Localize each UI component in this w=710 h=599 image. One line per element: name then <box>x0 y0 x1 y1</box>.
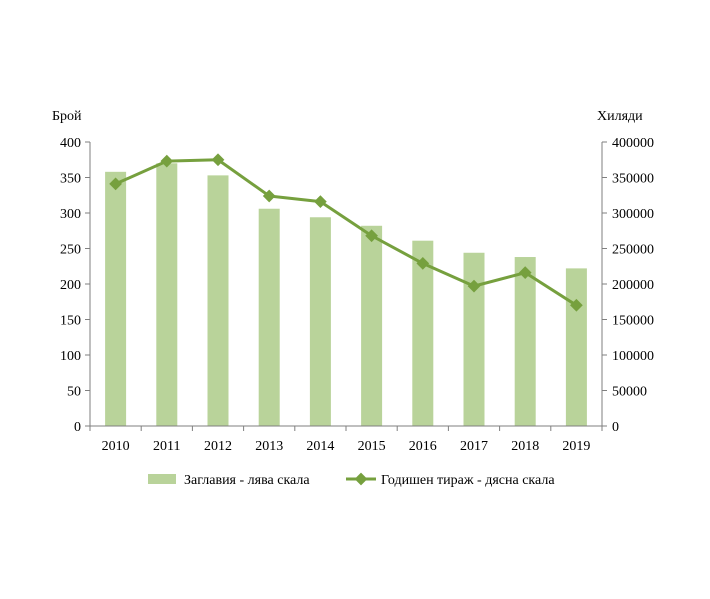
line-point-2015 <box>365 229 378 243</box>
bar-2012 <box>207 175 229 426</box>
x-tick-label-2019: 2019 <box>562 439 590 454</box>
bar-2017 <box>463 252 485 426</box>
line-point-2012 <box>211 153 225 167</box>
right-tick-label: 150000 <box>612 314 654 329</box>
left-tick-label: 350 <box>60 172 81 187</box>
bar-2019 <box>565 268 587 426</box>
legend-swatch-bar <box>148 474 176 484</box>
legend: Заглавия - лява скала Годишен тираж - дя… <box>148 472 555 488</box>
right-tick-label: 50000 <box>612 385 647 400</box>
right-tick-label: 200000 <box>612 278 654 293</box>
line-path <box>114 158 578 307</box>
line-series <box>109 153 583 312</box>
bar-2013 <box>258 208 280 426</box>
legend-label-bar: Заглавия - лява скала <box>184 473 310 488</box>
bar-2014 <box>309 217 331 426</box>
bar-2016 <box>412 240 434 426</box>
line-point-2011 <box>160 154 174 168</box>
right-tick-label: 0 <box>612 420 619 435</box>
bar-2010 <box>105 171 127 426</box>
left-tick-label: 400 <box>60 136 81 151</box>
line-point-2010 <box>109 177 122 191</box>
left-tick-label: 200 <box>60 278 81 293</box>
left-tick-label: 0 <box>74 420 81 435</box>
x-tick-label-2016: 2016 <box>409 439 437 454</box>
x-tick-label-2011: 2011 <box>153 439 180 454</box>
right-tick-label: 250000 <box>612 243 654 258</box>
x-tick-label-2014: 2014 <box>306 439 334 454</box>
right-axis-ticks: 0 50000 100000 150000 200000 250000 300000 3500… <box>612 136 654 435</box>
right-axis-title-text: Хиляди <box>597 109 643 124</box>
right-tick-label: 100000 <box>612 349 654 364</box>
right-tick-label: 300000 <box>612 207 654 222</box>
bar-2011 <box>156 163 178 427</box>
line-point-2013 <box>262 189 276 203</box>
x-tick-label-2017: 2017 <box>460 439 488 454</box>
left-axis-title-text: Брой <box>52 109 82 124</box>
left-tick-label: 50 <box>67 385 81 400</box>
x-axis-ticks: 2010 2011 2012 2013 2014 2015 2016 2017 2018 2019 <box>102 439 591 454</box>
left-tick-label: 100 <box>60 349 81 364</box>
x-tick-label-2015: 2015 <box>358 439 386 454</box>
x-tick-label-2010: 2010 <box>102 439 130 454</box>
x-tick-label-2018: 2018 <box>511 439 539 454</box>
bar-series <box>105 163 587 427</box>
line-point-2017 <box>467 279 481 293</box>
left-axis-title: Брой <box>52 109 82 124</box>
legend-label-line: Годишен тираж - дясна скала <box>381 473 555 488</box>
left-tick-label: 250 <box>60 243 81 258</box>
right-axis-title: Хиляди <box>597 109 643 124</box>
right-tick-label: 400000 <box>612 136 654 151</box>
bar-2015 <box>361 225 383 426</box>
x-tick-label-2012: 2012 <box>204 439 232 454</box>
x-tick-label-2013: 2013 <box>255 439 283 454</box>
bar-2018 <box>514 257 536 426</box>
left-axis-ticks: 0 50 100 150 200 250 300 350 400 <box>60 136 81 435</box>
line-point-2016 <box>416 257 430 270</box>
axes <box>85 141 607 431</box>
left-tick-label: 150 <box>60 314 81 329</box>
right-tick-label: 350000 <box>612 172 654 187</box>
line-point-2014 <box>314 195 327 209</box>
left-tick-label: 300 <box>60 207 81 222</box>
legend-swatch-marker <box>354 472 368 486</box>
